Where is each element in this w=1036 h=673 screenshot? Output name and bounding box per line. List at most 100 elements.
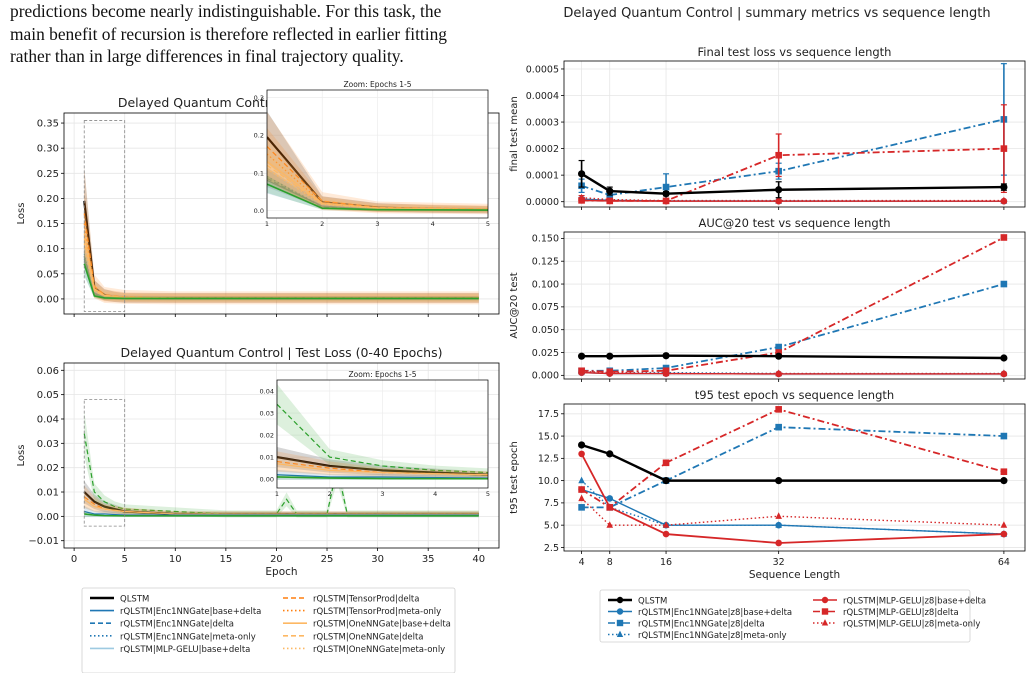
uncertainty-band (84, 411, 479, 518)
plot-frame (63, 362, 500, 549)
marker-square (1000, 145, 1008, 152)
y-tick-label: 5.0 (544, 520, 559, 531)
marker-triangle (1000, 196, 1008, 204)
uncertainty-band (277, 383, 488, 477)
inset-frame (276, 379, 489, 489)
marker-triangle (821, 619, 829, 626)
x-tick-label: 10 (169, 554, 182, 565)
y-tick-label: 2.5 (544, 543, 559, 554)
marker-square (606, 368, 614, 375)
marker-circle (775, 352, 783, 360)
series-group (577, 406, 1008, 547)
uncertainty-band (84, 220, 479, 302)
series-line (277, 474, 488, 479)
series-line (277, 403, 488, 474)
marker-triangle (775, 521, 782, 528)
zoom-box (83, 120, 126, 312)
legend-label: QLSTM (638, 597, 667, 607)
legend-item: rQLSTM|MLP-GELU|z8|base+delta (813, 597, 986, 607)
marker-triangle (775, 512, 782, 519)
y-tick-label: 7.5 (544, 498, 559, 509)
series-line (581, 236, 1005, 373)
y-axis-label: t95 test epoch (509, 441, 520, 514)
legend-item: rQLSTM|OneNNGate|meta-only (283, 645, 445, 655)
y-tick-label: 0.075 (532, 302, 559, 313)
inset-y-tick-label: 0.01 (260, 454, 274, 462)
marker-square (775, 343, 782, 351)
legend-item: rQLSTM|TensorProd|delta (283, 595, 419, 605)
legend-item: rQLSTM|MLP-GELU|base+delta (90, 645, 250, 655)
plot-frame (563, 231, 1026, 380)
paragraph-line: predictions become nearly indistinguisha… (10, 1, 442, 21)
x-tick-label: 5 (122, 554, 128, 565)
x-tick-label: 8 (607, 557, 613, 568)
marker-square (578, 197, 585, 204)
inset-x-tick-label: 1 (265, 220, 269, 228)
y-tick-label: 0.03 (37, 439, 59, 450)
marker-square (1000, 432, 1008, 440)
marker-circle (775, 186, 783, 194)
sequence-chart-panel: AUC@20 test vs sequence length 0.000 0.025… (509, 216, 1026, 382)
y-tick-label: 0.25 (37, 169, 59, 180)
y-tick-label: 0.05 (37, 390, 59, 401)
paragraph-line: rather than in large differences in fina… (10, 46, 404, 66)
inset-x-tick-label: 2 (320, 220, 324, 228)
marker-circle (606, 187, 614, 195)
marker-triangle (578, 476, 585, 484)
body-paragraph: predictions become nearly indistinguisha… (10, 0, 500, 68)
series-group (577, 234, 1008, 378)
marker-square (662, 183, 670, 191)
x-tick-label: 64 (998, 557, 1010, 568)
series-line (277, 463, 488, 476)
series-line (83, 213, 479, 299)
y-tick-label: 17.5 (538, 409, 559, 420)
marker-triangle (578, 494, 585, 502)
uncertainty-band (84, 231, 479, 301)
y-tick-label: 0.05 (37, 269, 59, 280)
sequence-chart-panel: t95 test epoch vs sequence length 2.5 5.0 7… (509, 388, 1026, 581)
x-tick-label: 0 (71, 554, 77, 565)
marker-circle (577, 352, 586, 360)
marker-circle (1000, 354, 1008, 362)
legend-frame (81, 587, 456, 673)
y-tick-label: 0.025 (532, 348, 559, 359)
legend-item: rQLSTM|Enc1NNGate|meta-only (90, 632, 256, 642)
inset-y-tick-label: 0.3 (254, 94, 264, 102)
plot-frame (563, 403, 1026, 552)
legend-item: rQLSTM|OneNNGate|delta (283, 632, 423, 642)
series-line (581, 497, 1004, 526)
series-line (581, 354, 1004, 360)
series-line (277, 456, 488, 476)
legend-item: rQLSTM|Enc1NNGate|delta (90, 620, 234, 630)
marker-triangle (1000, 521, 1008, 528)
zoom-inset: Zoom: Epochs 1-5 0.0 0.1 0.2 0.3 1 2 3 4 5 (254, 80, 490, 228)
legend-label: rQLSTM|MLP-GELU|base+delta (120, 645, 250, 655)
marker-circle (606, 495, 614, 502)
marker-triangle (606, 521, 614, 528)
marker-circle (1000, 477, 1008, 485)
inset-y-tick-label: 0.1 (254, 169, 264, 177)
uncertainty-band (84, 215, 479, 302)
marker-square (606, 504, 614, 511)
chart-title: t95 test epoch vs sequence length (695, 388, 894, 402)
marker-triangle (775, 369, 782, 377)
marker-square (578, 504, 585, 511)
marker-circle (606, 450, 614, 458)
legend-label: rQLSTM|Enc1NNGate|z8|delta (638, 620, 765, 630)
marker-circle (775, 539, 782, 547)
uncertainty-band (267, 111, 488, 215)
marker-square (606, 197, 614, 205)
legend-label: rQLSTM|OneNNGate|base+delta (313, 620, 451, 630)
marker-square (662, 459, 670, 467)
marker-circle (662, 530, 670, 538)
legend-label: rQLSTM|MLP-GELU|z8|meta-only (843, 620, 980, 630)
right-figure: Final test loss vs sequence length0.0000… (509, 45, 1026, 643)
y-tick-label: 12.5 (538, 454, 559, 465)
y-tick-label: 0.0001 (526, 170, 559, 181)
y-tick-label: 0.02 (37, 463, 59, 474)
y-tick-label: 0.35 (37, 119, 59, 130)
series-line (581, 371, 1004, 375)
marker-triangle (1000, 369, 1008, 377)
y-tick-label: 0.0005 (526, 64, 559, 75)
